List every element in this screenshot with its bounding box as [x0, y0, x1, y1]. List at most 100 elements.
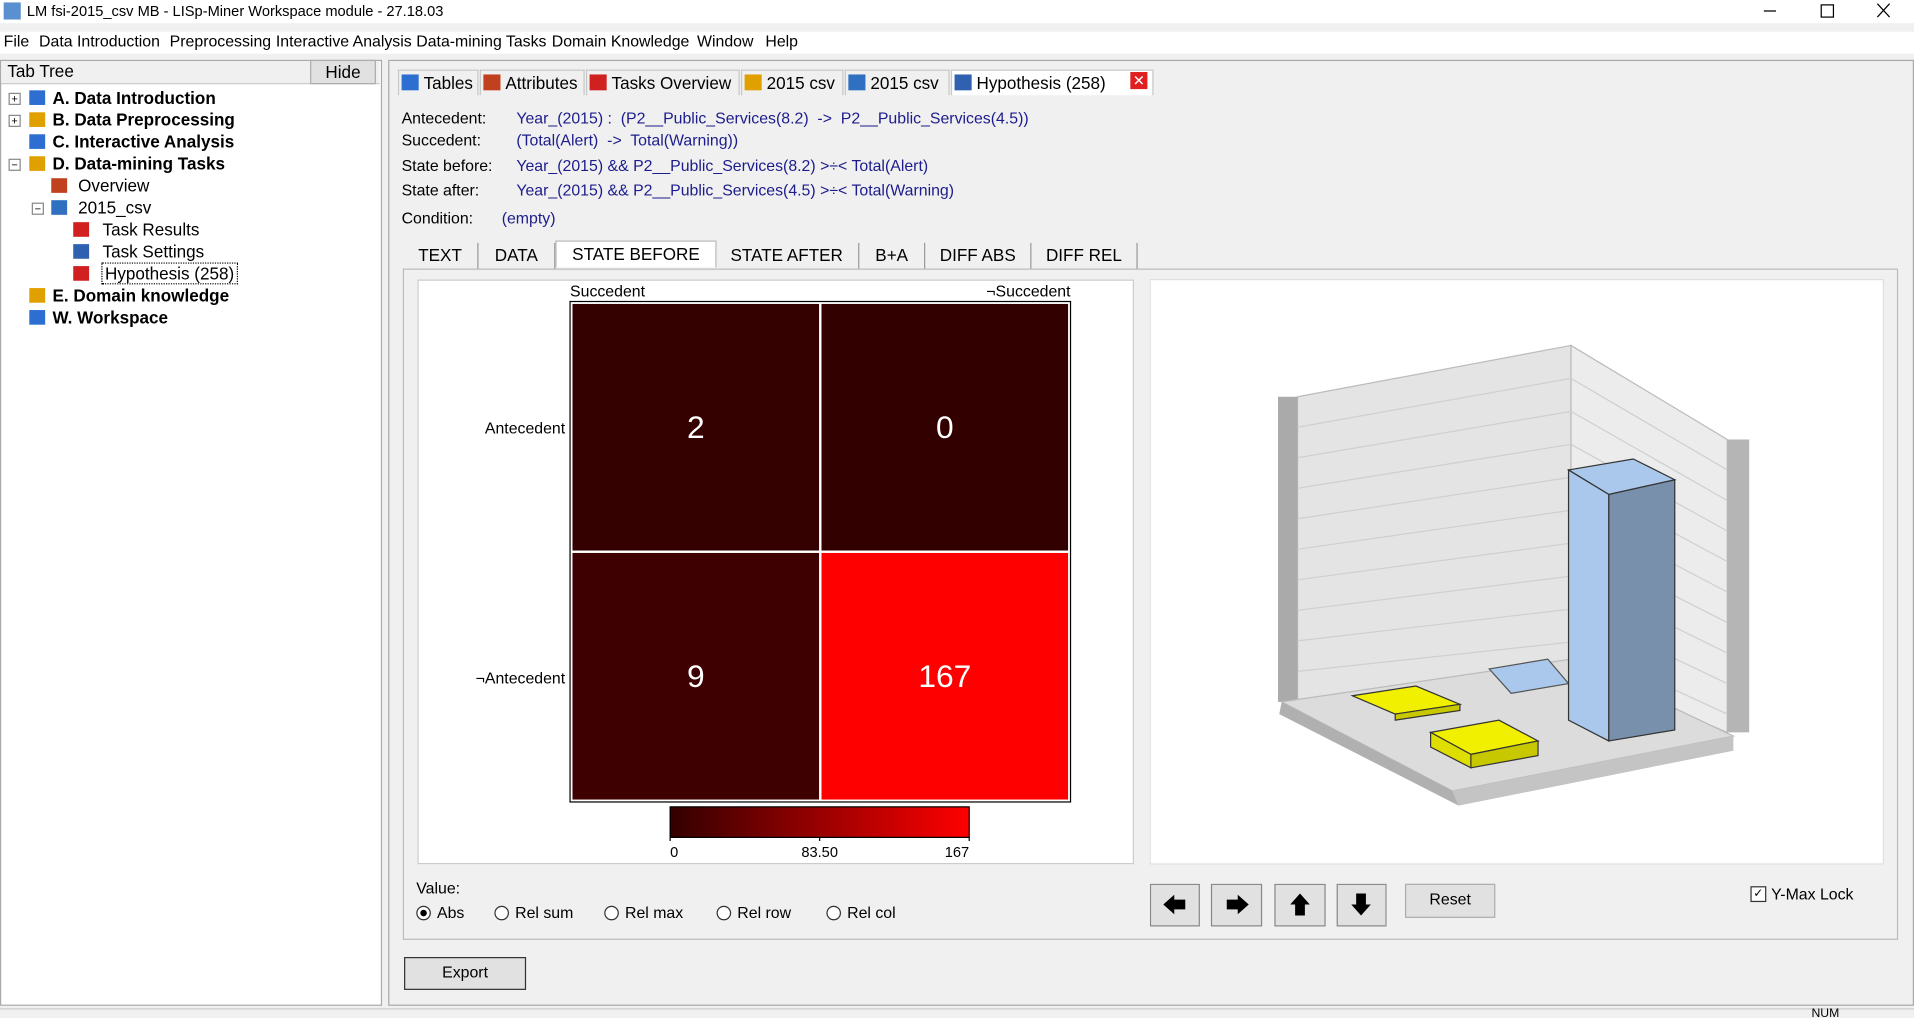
- field-value: Year_(2015) && P2__Public_Services(4.5) …: [516, 180, 955, 199]
- title-bar: [0, 0, 1914, 24]
- tree-icon: [29, 156, 46, 171]
- tab[interactable]: Hypothesis (258): [950, 69, 1154, 96]
- menu-item[interactable]: Window: [696, 31, 754, 51]
- field-value: Year_(2015) && P2__Public_Services(8.2) …: [516, 156, 929, 175]
- tab-tree-title: Tab Tree: [7, 61, 74, 81]
- field-label: Antecedent:: [401, 108, 487, 127]
- tree-icon: [29, 134, 46, 149]
- sub-tab[interactable]: DIFF REL: [1031, 242, 1138, 269]
- field-value: (Total(Alert) -> Total(Warning)): [516, 130, 739, 149]
- tree-icon: [73, 222, 90, 237]
- tree-item[interactable]: W. Workspace: [52, 307, 169, 328]
- content-panel: [402, 268, 1899, 940]
- sub-tab[interactable]: DIFF ABS: [925, 242, 1032, 269]
- arrow-buttons[interactable]: [1149, 883, 1387, 927]
- tree-item[interactable]: E. Domain knowledge: [52, 285, 230, 306]
- tree-expander[interactable]: +: [8, 92, 21, 105]
- status-bar: [0, 1008, 1914, 1018]
- tree-item[interactable]: Overview: [78, 175, 150, 196]
- tab-icon: [848, 74, 866, 91]
- heat-cell: [572, 552, 820, 800]
- reset-button[interactable]: Reset: [1404, 883, 1496, 918]
- cell-value: 167: [918, 658, 971, 694]
- field-value: (empty): [501, 208, 556, 228]
- tree-expander[interactable]: −: [31, 202, 44, 215]
- heat-cell: [821, 552, 1069, 800]
- tab-tree-panel: [0, 59, 383, 1006]
- cell-value: 9: [687, 658, 705, 694]
- tab[interactable]: Tables: [397, 69, 479, 96]
- heat-cell: [821, 303, 1069, 551]
- tree-icon: [51, 178, 68, 193]
- tree-icon: [29, 310, 46, 325]
- window-controls[interactable]: [1746, 0, 1914, 23]
- field-label: State before:: [401, 156, 493, 175]
- sub-tab[interactable]: DATA: [478, 242, 556, 269]
- radio-label[interactable]: Abs: [436, 903, 465, 922]
- menu-item[interactable]: Data Introduction: [39, 31, 160, 51]
- tree-item[interactable]: 2015_csv: [78, 197, 152, 218]
- tab-icon: [589, 74, 607, 91]
- radio-label[interactable]: Rel max: [624, 903, 684, 922]
- sub-tab[interactable]: STATE BEFORE: [555, 240, 717, 268]
- column-label: ¬Succedent: [986, 284, 1071, 301]
- bar-3d-view: [1149, 279, 1884, 865]
- menu-item[interactable]: File: [3, 31, 30, 51]
- tree-item[interactable]: B. Data Preprocessing: [52, 109, 235, 130]
- checkbox-label[interactable]: Y-Max Lock: [1771, 884, 1854, 904]
- sub-tab[interactable]: B+A: [859, 242, 926, 269]
- radio[interactable]: [416, 905, 431, 921]
- radio[interactable]: [826, 905, 842, 921]
- field-value: Year_(2015) : (P2__Public_Services(8.2) …: [516, 108, 1029, 127]
- menu-bar: [0, 31, 1914, 54]
- tree-expander[interactable]: −: [8, 158, 21, 171]
- status-num: NUM: [1811, 1007, 1840, 1018]
- color-bar-label: 83.50: [801, 845, 838, 861]
- row-label: Antecedent: [485, 420, 566, 437]
- tree-icon: [73, 244, 90, 259]
- tree-item[interactable]: C. Interactive Analysis: [52, 131, 235, 152]
- heatmap: 2 0 9 167 Succedent ¬Succedent Antecedent ¬Ante…: [476, 284, 1072, 861]
- app-icon: [3, 2, 21, 20]
- menu-item[interactable]: Preprocessing: [169, 31, 272, 51]
- export-button[interactable]: Export: [404, 956, 527, 990]
- tab[interactable]: 2015 csv: [844, 69, 950, 96]
- menu-item[interactable]: Domain Knowledge: [551, 31, 690, 51]
- tab-tree-header: [1, 61, 380, 85]
- heat-cell: [572, 303, 820, 551]
- checkbox[interactable]: ✓: [1750, 886, 1767, 903]
- hide-button[interactable]: Hide: [310, 59, 376, 85]
- column-label: Succedent: [570, 284, 646, 301]
- radio-label[interactable]: Rel col: [847, 903, 896, 922]
- color-bar-label: 0: [670, 845, 678, 861]
- tree-expander[interactable]: +: [8, 114, 21, 127]
- radio[interactable]: [716, 905, 732, 921]
- tree-item[interactable]: A. Data Introduction: [52, 87, 216, 108]
- sub-tab[interactable]: STATE AFTER: [715, 242, 860, 269]
- field-label: Condition:: [401, 208, 474, 228]
- tree-icon: [29, 288, 46, 303]
- tab-icon: [954, 74, 972, 91]
- tree-item[interactable]: Task Results: [102, 219, 200, 240]
- row-label: ¬Antecedent: [476, 671, 566, 688]
- menu-item[interactable]: Data-mining Tasks: [416, 31, 547, 51]
- tab-close[interactable]: ✕: [1130, 72, 1148, 90]
- tree-icon: [51, 200, 68, 215]
- tree-item[interactable]: Task Settings: [102, 241, 205, 262]
- tab-icon: [744, 74, 762, 91]
- radio[interactable]: [604, 905, 619, 921]
- sub-tab[interactable]: TEXT: [403, 242, 479, 269]
- main-panel: [388, 59, 1914, 1006]
- radio-label[interactable]: Rel sum: [515, 903, 574, 922]
- menu-item[interactable]: Interactive Analysis: [275, 31, 412, 51]
- tab-icon: [401, 74, 419, 91]
- tree-item[interactable]: Hypothesis (258): [101, 262, 238, 285]
- tab[interactable]: Tasks Overview: [585, 69, 740, 96]
- menu-item[interactable]: Help: [765, 31, 799, 51]
- radio[interactable]: [494, 905, 510, 921]
- tree-icon: [29, 90, 46, 105]
- color-bar: [669, 806, 970, 838]
- radio-label[interactable]: Rel row: [737, 903, 792, 922]
- tree-item[interactable]: D. Data-mining Tasks: [52, 153, 226, 174]
